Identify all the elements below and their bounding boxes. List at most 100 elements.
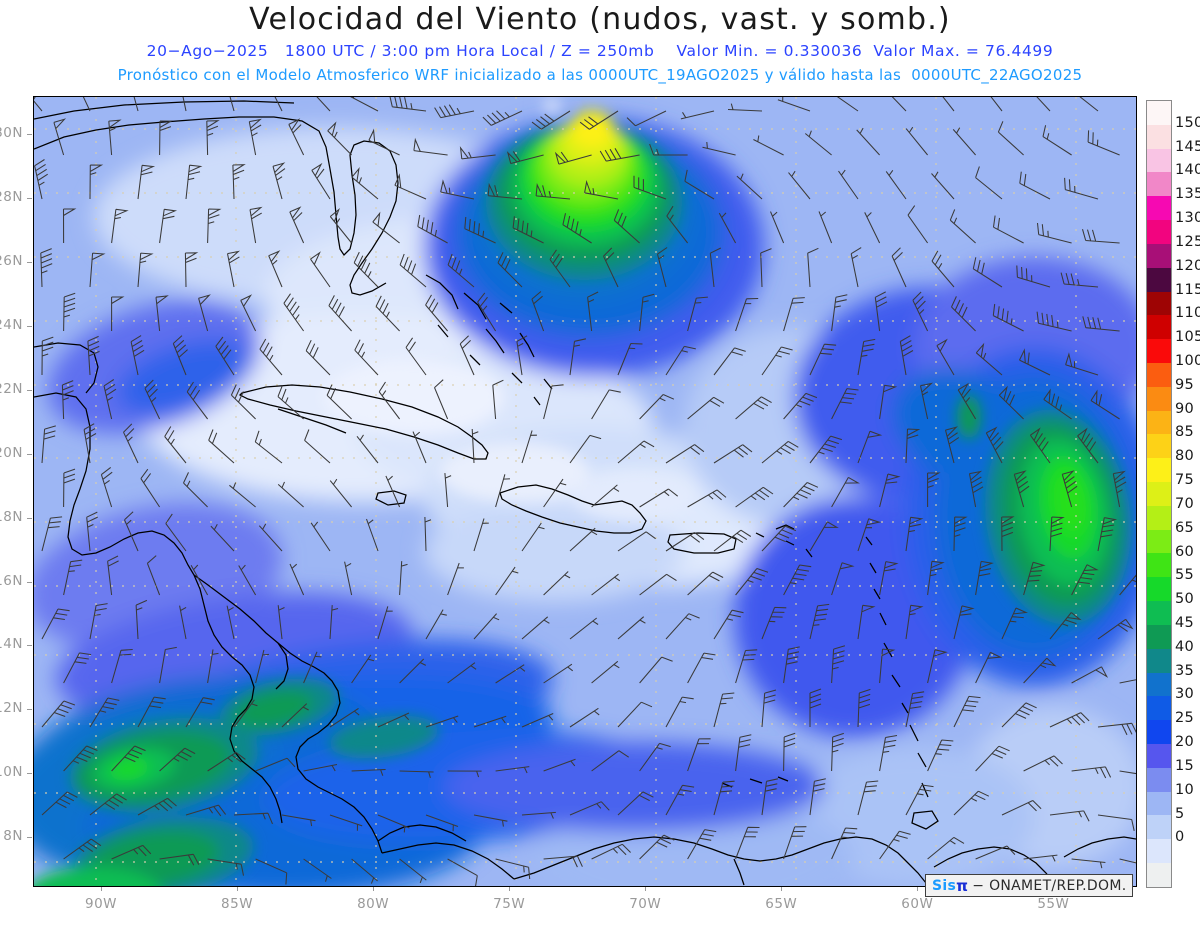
lon-tick-mark — [509, 886, 511, 891]
colorbar-segment — [1147, 529, 1171, 554]
lat-tick-mark — [27, 709, 32, 711]
wind-barb — [146, 555, 161, 596]
wind-barb — [735, 826, 760, 860]
lon-tick-mark — [781, 886, 783, 891]
lon-tick-mark — [237, 886, 239, 891]
wind-barb — [1087, 130, 1120, 156]
wind-barb — [303, 763, 338, 772]
wind-barb — [1036, 97, 1051, 112]
wind-barb — [931, 171, 955, 200]
wind-barb — [626, 110, 667, 127]
wind-barb — [183, 472, 208, 508]
wind-barb — [649, 143, 688, 156]
wind-barb — [665, 613, 700, 640]
wind-barb — [639, 394, 675, 420]
colorbar-segment — [1147, 291, 1171, 316]
wind-barb — [879, 734, 898, 772]
wind-barb — [736, 173, 763, 200]
wind-barb — [562, 213, 592, 244]
wind-barb — [63, 559, 83, 596]
wind-barb — [942, 97, 955, 112]
wind-barb — [761, 440, 799, 464]
wind-barb — [975, 560, 994, 596]
wind-barb — [713, 444, 753, 464]
wind-barb — [985, 426, 1004, 464]
wind-barb — [665, 532, 705, 552]
wind-barb — [857, 338, 876, 376]
wind-barb — [464, 216, 496, 244]
wind-barb — [953, 605, 975, 640]
colorbar-segment — [1147, 839, 1171, 863]
lon-tick-mark — [101, 886, 103, 891]
wind-barb — [831, 562, 855, 596]
wind-barb — [899, 335, 914, 376]
wind-barb — [210, 523, 235, 552]
weather-map-plot[interactable] — [33, 96, 1137, 887]
wind-barb — [159, 853, 200, 866]
wind-barb — [155, 295, 169, 332]
wind-barb — [617, 342, 643, 376]
wind-barb — [351, 858, 378, 884]
wind-barb — [831, 294, 848, 332]
wind-barb — [569, 707, 600, 728]
wind-barb — [569, 434, 602, 464]
wind-barb — [495, 474, 510, 508]
wind-barb — [857, 688, 871, 728]
colorbar[interactable] — [1146, 100, 1172, 888]
wind-barb — [543, 663, 574, 684]
wind-barb — [617, 791, 654, 816]
wind-barb — [190, 564, 209, 596]
wind-barb — [783, 826, 807, 860]
wind-barb — [1097, 722, 1136, 736]
wind-barb — [329, 207, 353, 244]
wind-barb — [639, 656, 673, 684]
wind-barb — [172, 335, 188, 376]
wind-barb — [761, 689, 777, 728]
wind-barb — [665, 444, 705, 464]
colorbar-segment — [1147, 362, 1171, 387]
wind-barb — [111, 648, 133, 684]
wind-barb — [328, 295, 352, 332]
wind-barb — [41, 791, 78, 816]
lat-tick-label: 12N — [0, 700, 23, 717]
wind-barb — [617, 701, 653, 728]
wind-barb — [34, 159, 48, 200]
wind-barb — [89, 603, 108, 640]
wind-barb — [783, 564, 812, 596]
wind-barb — [207, 858, 245, 876]
wind-barb — [761, 525, 797, 552]
wind-barb — [531, 110, 571, 130]
wind-barb — [599, 148, 640, 162]
colorbar-tick-label: 115 — [1175, 281, 1200, 298]
wind-barb — [471, 428, 479, 464]
wind-barb — [549, 249, 571, 288]
wind-barb — [89, 697, 120, 728]
wind-barb — [761, 606, 787, 640]
wind-barb — [857, 604, 876, 640]
wind-barb — [206, 120, 220, 156]
colorbar-segment — [1147, 386, 1171, 411]
wind-barb — [277, 385, 304, 420]
wind-barb — [521, 713, 554, 728]
wind-barb — [434, 104, 475, 119]
colorbar-segment — [1147, 458, 1171, 482]
colorbar-tick-label: 135 — [1175, 186, 1200, 203]
wind-barb — [1023, 657, 1057, 684]
wind-barb — [783, 392, 818, 420]
wind-barb — [1071, 666, 1109, 684]
wind-barb — [248, 118, 262, 156]
colorbar-tick-label: 85 — [1175, 424, 1195, 441]
lat-tick-mark — [27, 389, 32, 391]
wind-barb — [891, 247, 907, 288]
wind-barb — [249, 206, 263, 244]
lat-tick-label: 28N — [0, 189, 23, 206]
wind-barb — [713, 529, 752, 552]
colorbar-segment — [1147, 148, 1171, 173]
wind-barb — [63, 652, 92, 684]
wind-barb — [238, 564, 257, 596]
wind-barb — [425, 609, 447, 640]
wind-barb — [931, 250, 955, 288]
wind-barb — [495, 858, 531, 880]
colorbar-tick-label: 10 — [1175, 781, 1195, 798]
wind-barb — [412, 431, 427, 464]
